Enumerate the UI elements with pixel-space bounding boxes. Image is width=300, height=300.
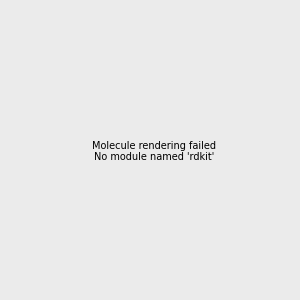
Text: Molecule rendering failed
No module named 'rdkit': Molecule rendering failed No module name… [92,141,216,162]
